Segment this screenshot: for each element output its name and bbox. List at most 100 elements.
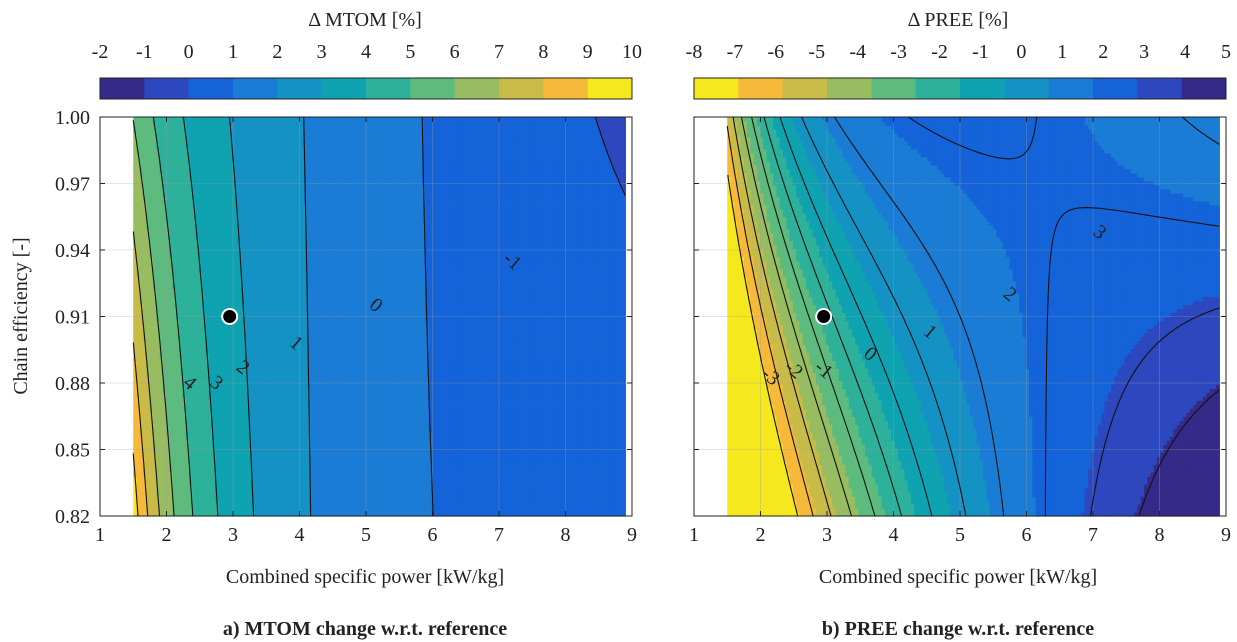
contour-line <box>228 116 255 517</box>
x-tick-label: 9 <box>627 524 637 546</box>
colorbar-swatch <box>694 78 739 99</box>
colorbar-tick-label: -1 <box>136 41 153 63</box>
colorbar-swatch <box>782 78 828 99</box>
contour-lines <box>132 116 626 517</box>
contour-line <box>182 116 219 517</box>
y-tick-label: 0.85 <box>55 440 90 462</box>
colorbar-tick-labels: -8 -7 -6 -5 -4 -3 -2 -1 0 1 2 3 4 5 <box>686 41 1231 63</box>
colorbar-label: Δ PREE [%] <box>908 9 1009 31</box>
colorbar-swatch <box>321 78 367 99</box>
x-axis-label: Combined specific power [kW/kg] <box>819 566 1097 588</box>
colorbar-tick-labels: -2 -1 0 1 2 3 4 5 6 7 8 9 10 <box>92 41 642 63</box>
colorbar-tick-label: 2 <box>1098 41 1108 63</box>
colorbar-tick-label: 3 <box>1139 41 1149 63</box>
colorbar-tick-label: 10 <box>622 41 642 63</box>
contour-fill <box>727 117 1220 517</box>
y-axis-ticks <box>694 116 1226 517</box>
contour-line <box>727 174 799 517</box>
contour-line <box>763 116 903 517</box>
colorbar-swatch <box>587 78 633 99</box>
x-tick-label: 7 <box>1088 524 1098 546</box>
x-tick-label: 1 <box>689 524 699 546</box>
contour-line <box>132 120 175 517</box>
contour-line <box>726 126 814 517</box>
y-tick-label: 0.82 <box>55 506 90 528</box>
contour-line <box>152 116 194 517</box>
colorbar-tick-label: -2 <box>931 41 948 63</box>
colorbar-swatch <box>827 78 872 99</box>
colorbar-swatch <box>1137 78 1183 99</box>
colorbar-tick-label: 9 <box>583 41 593 63</box>
panel-caption: a) MTOM change w.r.t. reference <box>223 618 507 640</box>
reference-point-marker <box>221 308 239 325</box>
panel-pree: Δ PREE [%] -8 -7 -6 -5 -4 -3 -2 -1 0 1 2 3 4 5 -3 -2 -1… <box>686 9 1231 640</box>
colorbar-tick-label: 7 <box>494 41 504 63</box>
x-tick-label: 7 <box>494 524 504 546</box>
colorbar-tick-label: -2 <box>92 41 109 63</box>
colorbar-swatch <box>1004 78 1050 99</box>
contour-line <box>132 342 149 517</box>
contour-line <box>1138 389 1220 517</box>
colorbar-tick-label: -5 <box>808 41 825 63</box>
x-axis-ticks: 1 2 3 4 5 6 7 8 9 <box>95 117 637 546</box>
colorbar <box>99 77 633 100</box>
contour-line <box>779 116 933 517</box>
y-axis-label: Chain efficiency [-] <box>10 237 32 394</box>
y-tick-label: 0.88 <box>55 373 90 395</box>
contour-line <box>732 116 832 517</box>
colorbar-swatch <box>960 78 1005 99</box>
contour-line <box>421 117 434 517</box>
colorbar-tick-label: -3 <box>890 41 907 63</box>
contour-line <box>303 116 312 516</box>
colorbar-tick-label: 0 <box>1016 41 1026 63</box>
x-tick-label: 6 <box>428 524 438 546</box>
colorbar-swatch <box>144 78 190 99</box>
y-tick-label: 1.00 <box>55 107 90 129</box>
contour-fill <box>133 117 626 517</box>
x-axis-ticks: 1 2 3 4 5 6 7 8 9 <box>689 117 1231 546</box>
y-tick-label: 0.94 <box>55 240 90 262</box>
colorbar-tick-label: 3 <box>317 41 327 63</box>
contour-line <box>132 231 161 517</box>
x-tick-label: 2 <box>162 524 172 546</box>
colorbar-tick-label: 4 <box>361 41 371 63</box>
colorbar-tick-label: 8 <box>538 41 548 63</box>
x-tick-label: 9 <box>1221 524 1231 546</box>
colorbar-swatch <box>188 78 234 99</box>
colorbar-frame <box>99 77 633 100</box>
reference-point-marker <box>815 308 833 325</box>
colorbar-swatch <box>1181 78 1227 99</box>
colorbar-frame <box>693 77 1227 100</box>
colorbar-swatch <box>410 78 456 99</box>
panel-caption: b) PREE change w.r.t. reference <box>822 618 1094 640</box>
colorbar-swatch <box>233 78 278 99</box>
colorbar-swatch <box>454 78 500 99</box>
colorbar-tick-label: 5 <box>405 41 415 63</box>
contour-line <box>834 116 1220 517</box>
x-tick-label: 6 <box>1022 524 1032 546</box>
colorbar-tick-label: -7 <box>727 41 744 63</box>
x-tick-label: 4 <box>889 524 899 546</box>
x-tick-label: 1 <box>95 524 105 546</box>
contour-line <box>1089 307 1220 517</box>
y-tick-label: 0.97 <box>55 174 90 196</box>
contour-line <box>751 116 876 517</box>
colorbar-swatch <box>366 78 411 99</box>
y-axis-ticks: 0.82 0.85 0.88 0.91 0.94 0.97 1.00 <box>55 107 632 528</box>
colorbar-swatch <box>100 78 145 99</box>
x-tick-label: 4 <box>295 524 305 546</box>
contour-line <box>740 116 853 517</box>
colorbar-swatch <box>915 78 961 99</box>
contour-line <box>907 116 1220 517</box>
colorbar-tick-label: 4 <box>1180 41 1190 63</box>
colorbar-tick-label: 5 <box>1221 41 1231 63</box>
colorbar-tick-label: -6 <box>768 41 785 63</box>
colorbar-tick-label: 1 <box>228 41 238 63</box>
x-tick-label: 3 <box>228 524 238 546</box>
colorbar-tick-label: 6 <box>450 41 460 63</box>
colorbar-swatch <box>499 78 544 99</box>
colorbar-tick-label: 2 <box>272 41 282 63</box>
colorbar-tick-label: 1 <box>1057 41 1067 63</box>
